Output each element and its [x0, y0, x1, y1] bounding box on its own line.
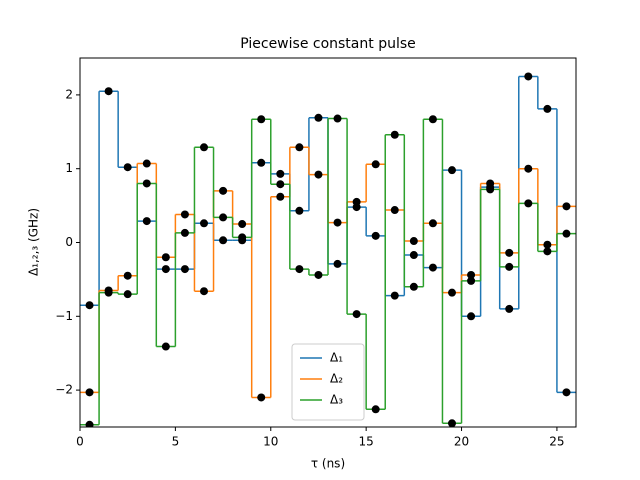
data-point [371, 405, 380, 414]
data-point [428, 219, 437, 228]
data-point [505, 304, 514, 313]
data-point [524, 164, 533, 173]
x-axis-label: τ (ns) [311, 457, 345, 471]
chart-title: Piecewise constant pulse [240, 36, 416, 52]
data-point [448, 166, 456, 175]
y-tick-label: −2 [55, 383, 73, 397]
data-point [448, 288, 456, 297]
data-point [200, 287, 208, 296]
data-point [505, 248, 514, 257]
y-tick-label: 2 [65, 87, 73, 101]
data-point [314, 170, 323, 179]
legend-label: Δ₁ [330, 351, 343, 365]
data-point [524, 72, 533, 81]
data-point [200, 219, 208, 228]
x-tick-label: 15 [359, 435, 374, 449]
data-point [276, 192, 285, 201]
data-point [562, 388, 571, 397]
data-point [352, 310, 361, 319]
data-point [371, 160, 380, 169]
legend-box [291, 343, 365, 421]
data-point [104, 288, 113, 297]
x-tick-label: 10 [263, 435, 278, 449]
data-point [104, 87, 113, 96]
data-point [180, 228, 189, 237]
legend-label: Δ₂ [330, 372, 343, 386]
data-point [142, 159, 151, 168]
data-point [409, 237, 418, 246]
x-tick-label: 5 [172, 435, 180, 449]
data-point [219, 186, 228, 195]
data-point [314, 113, 323, 122]
data-point [467, 270, 476, 279]
data-point [295, 143, 304, 152]
y-tick-label: −1 [55, 309, 73, 323]
data-point [295, 265, 304, 274]
data-point [161, 342, 170, 351]
x-tick-label: 0 [76, 435, 84, 449]
data-point [276, 169, 285, 178]
y-tick-label: 1 [65, 161, 73, 175]
data-point [161, 253, 170, 262]
data-point [486, 179, 495, 188]
data-point [505, 262, 514, 271]
data-point [543, 104, 552, 113]
data-point [219, 213, 228, 222]
data-point [467, 312, 476, 321]
y-axis-label: Δ₁,₂,₃ (GHz) [27, 208, 41, 276]
data-point [219, 236, 228, 245]
x-tick-label: 20 [454, 435, 469, 449]
data-point [448, 419, 456, 427]
data-point [238, 233, 247, 242]
data-point [257, 115, 266, 124]
data-point [142, 217, 151, 226]
data-point [562, 229, 571, 238]
data-point [314, 270, 323, 279]
data-point [333, 114, 342, 123]
data-point [295, 206, 304, 215]
data-point [390, 130, 399, 139]
data-point [123, 290, 132, 299]
data-point [543, 247, 552, 256]
legend-label: Δ₃ [330, 393, 343, 407]
data-point [371, 231, 380, 240]
data-point [390, 206, 399, 215]
data-point [333, 218, 342, 227]
data-point [123, 271, 132, 280]
data-point [428, 115, 437, 124]
data-point [524, 199, 533, 208]
data-point [180, 265, 189, 274]
data-point [238, 220, 247, 229]
data-point [123, 163, 132, 172]
data-point [276, 180, 285, 189]
data-point [409, 282, 418, 291]
data-point [543, 240, 552, 249]
data-point [562, 202, 571, 211]
data-point [142, 179, 151, 188]
y-tick-label: 0 [65, 235, 73, 249]
data-point [85, 420, 94, 427]
data-point [486, 185, 495, 194]
data-point [85, 301, 94, 310]
data-point [257, 158, 266, 167]
data-point [200, 143, 208, 152]
data-point [390, 291, 399, 300]
data-point [85, 388, 94, 397]
data-point [333, 259, 342, 268]
data-point [180, 210, 189, 219]
data-point [161, 265, 170, 274]
data-point [467, 276, 476, 285]
data-point [352, 197, 361, 206]
data-point [428, 263, 437, 272]
data-point [409, 251, 418, 260]
plot-area [80, 72, 576, 427]
data-point [257, 393, 266, 402]
x-tick-label: 25 [549, 435, 564, 449]
